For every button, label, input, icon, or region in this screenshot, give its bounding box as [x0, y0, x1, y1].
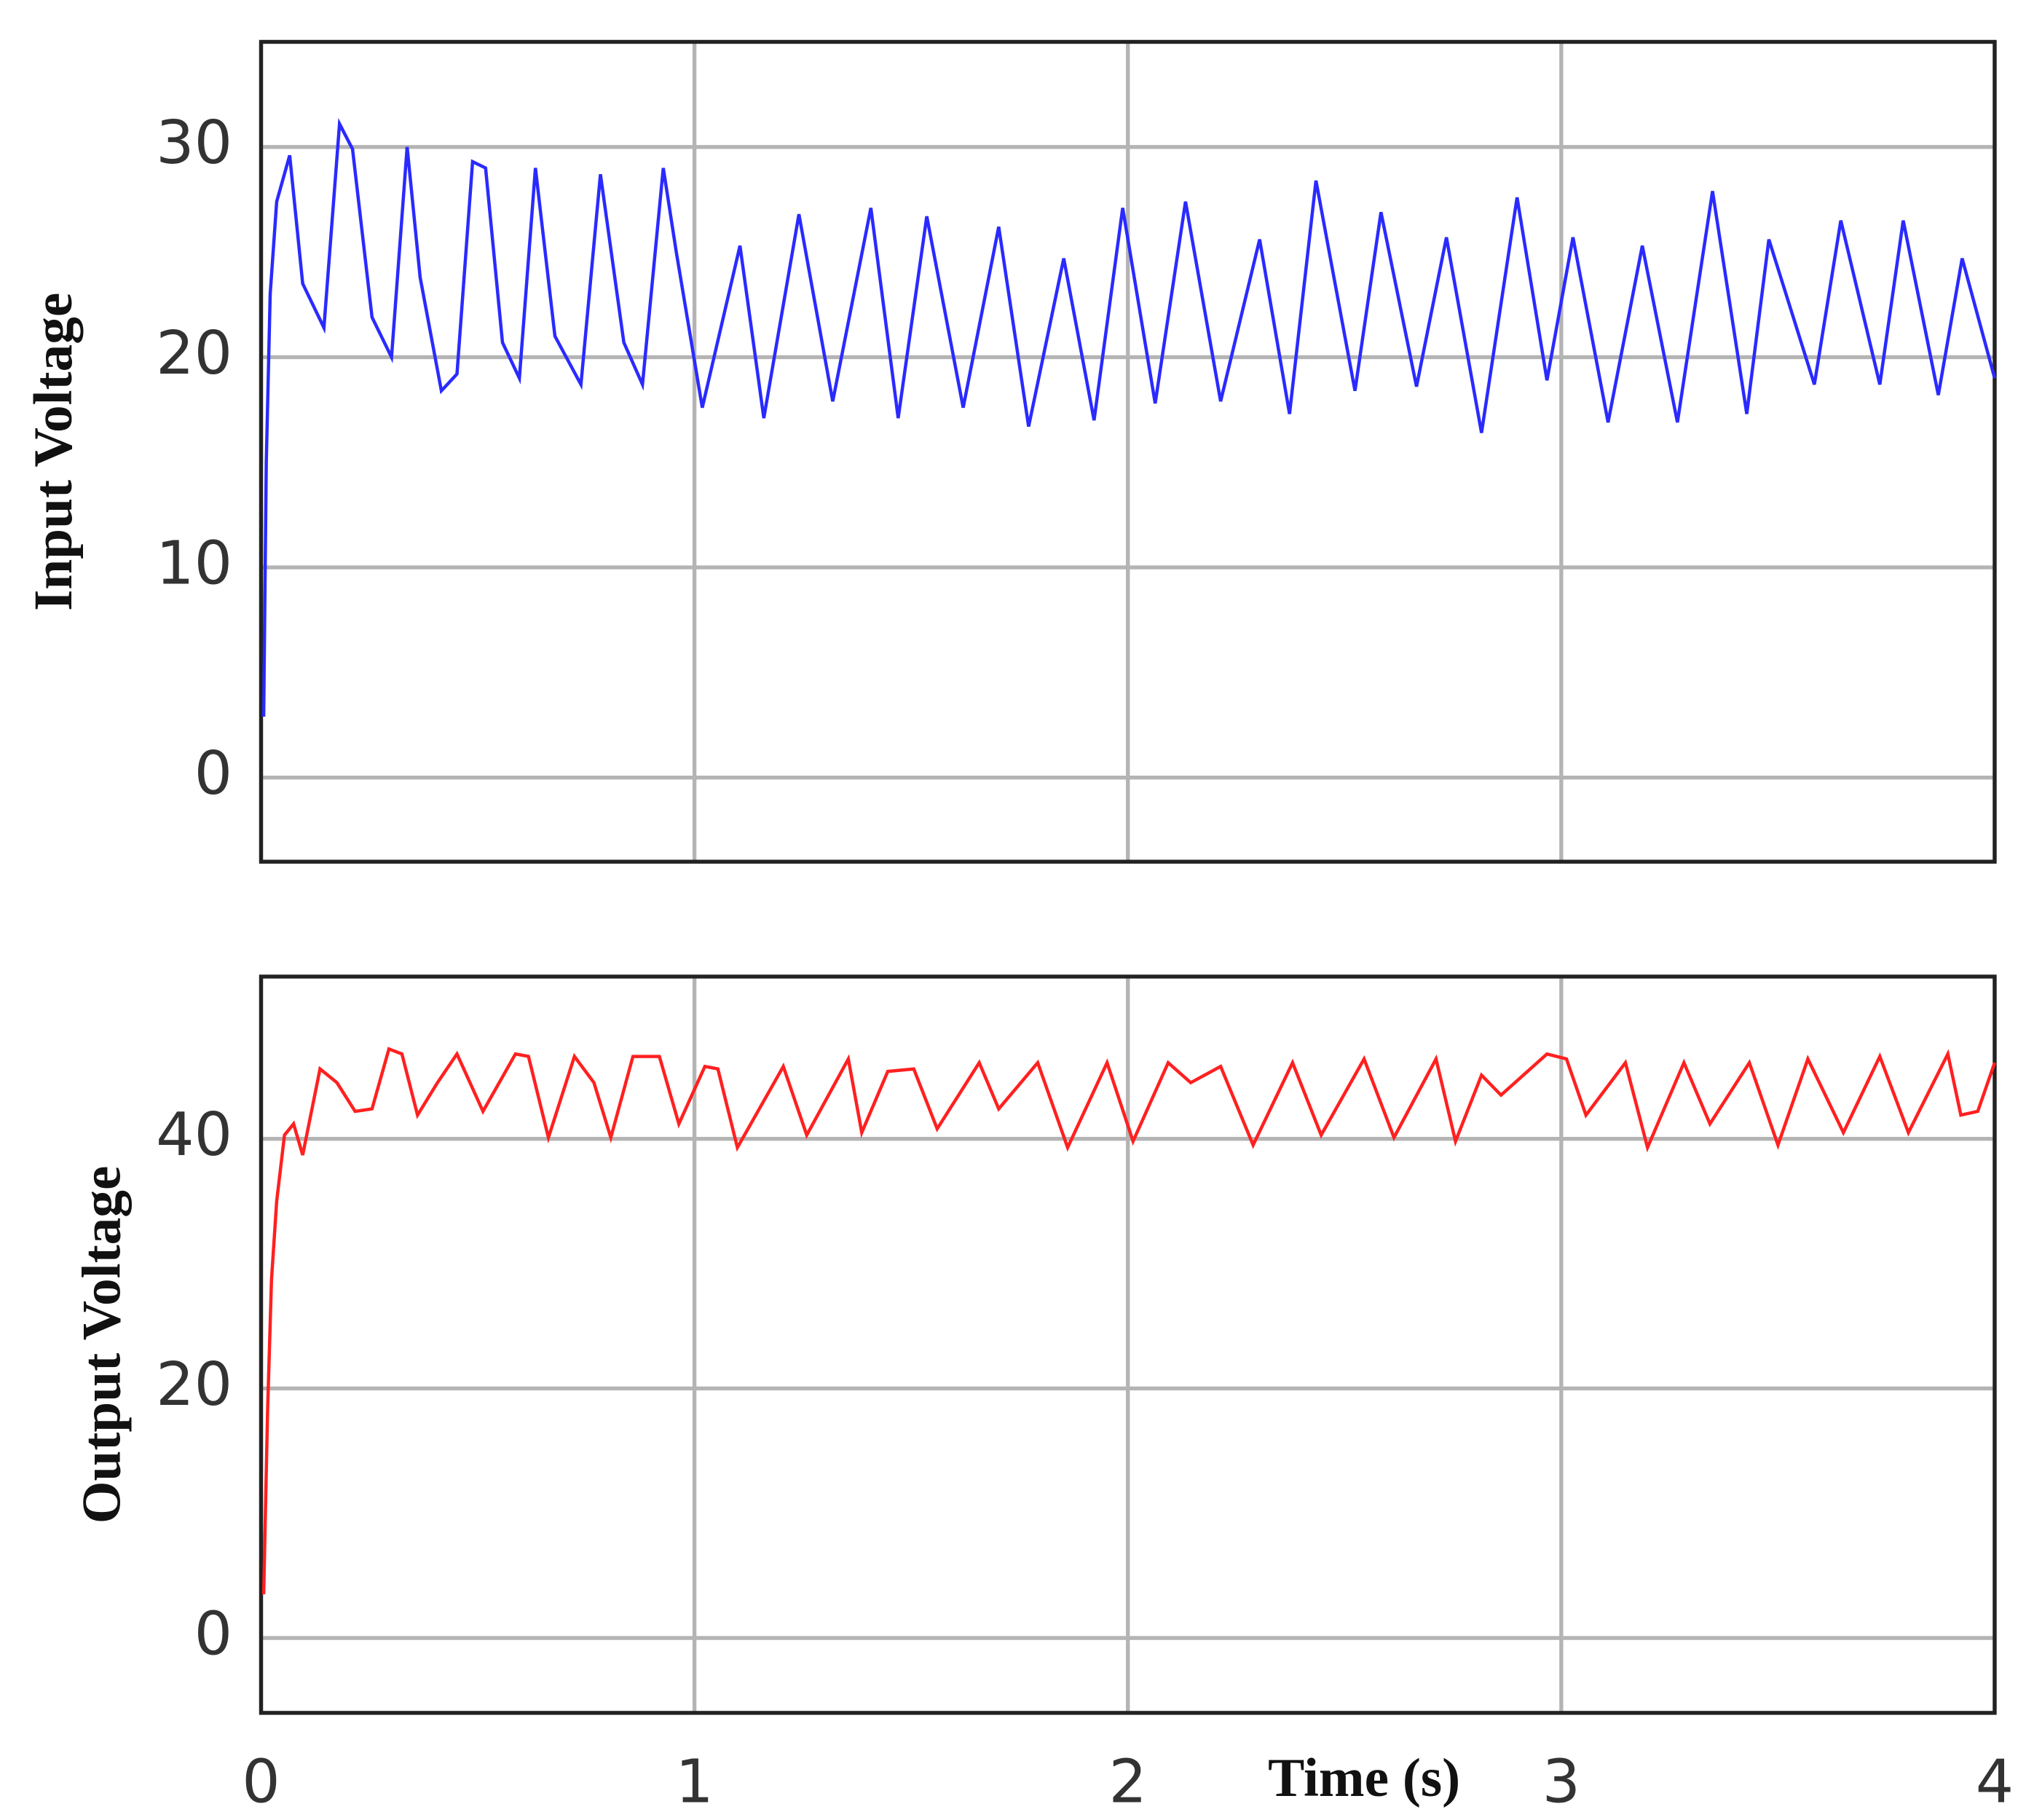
data-line [261, 117, 1997, 717]
y-tick-label: 40 [156, 1100, 232, 1170]
y-tick-label: 30 [156, 108, 232, 178]
y-tick-label: 20 [156, 318, 232, 388]
y-axis-label: Output Voltage [71, 1166, 132, 1524]
x-tick-label: 4 [1976, 1747, 2014, 1817]
data-line [261, 1047, 1997, 1595]
x-tick-label: 3 [1542, 1747, 1580, 1817]
y-tick-label: 0 [194, 738, 232, 808]
x-tick-label: 2 [1109, 1747, 1147, 1817]
axes-frame [259, 974, 1997, 1715]
x-tick-label: 1 [675, 1747, 713, 1817]
y-axis-label: Input Voltage [23, 293, 84, 611]
x-tick-label: 0 [242, 1747, 280, 1817]
y-tick-label: 10 [156, 529, 232, 599]
y-tick-label: 0 [194, 1599, 232, 1669]
x-axis-label: Time (s) [1268, 1748, 1460, 1808]
y-tick-label: 20 [156, 1350, 232, 1419]
axes-frame [259, 39, 1997, 864]
